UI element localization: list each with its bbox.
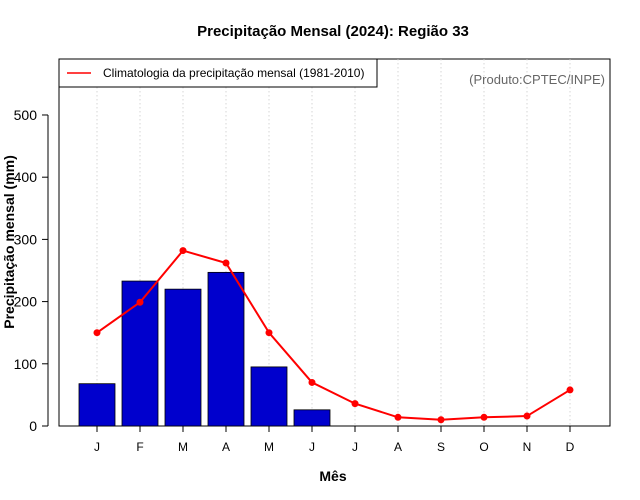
bar-2 <box>164 288 202 427</box>
legend-entry-climatology: Climatologia da precipitação mensal (198… <box>103 66 364 80</box>
y-axis: 0 100 200 300 400 500 <box>14 107 49 434</box>
climatology-point-1 <box>136 298 144 306</box>
climatology-point-4 <box>265 329 273 337</box>
climatology-line-layer <box>93 247 574 424</box>
climatology-point-6 <box>351 400 359 408</box>
x-tick-label: A <box>394 440 402 454</box>
bar-4 <box>250 366 288 427</box>
chart-title: Precipitação Mensal (2024): Região 33 <box>197 23 469 40</box>
y-tick-label: 500 <box>14 107 38 123</box>
y-axis-label: Precipitação mensal (mm) <box>1 155 17 329</box>
source-annotation: (Produto:CPTEC/INPE) <box>469 72 605 87</box>
climatology-point-0 <box>93 329 101 337</box>
bar-5 <box>293 409 331 427</box>
climatology-point-9 <box>480 413 488 421</box>
climatology-line <box>96 249 571 421</box>
x-tick-label: D <box>566 440 575 454</box>
x-tick-label: J <box>309 440 315 454</box>
x-tick-label: M <box>264 440 274 454</box>
grid-layer <box>96 59 571 426</box>
bar-3 <box>207 271 245 427</box>
x-tick-label: N <box>523 440 532 454</box>
climatology-point-5 <box>308 378 316 386</box>
climatology-point-2 <box>179 247 187 255</box>
y-tick-label: 100 <box>14 356 38 372</box>
x-tick-label: J <box>352 440 358 454</box>
y-tick-label: 400 <box>14 169 38 185</box>
climatology-point-3 <box>222 259 230 267</box>
climatology-point-8 <box>437 416 445 424</box>
x-tick-label: J <box>94 440 100 454</box>
y-tick-label: 200 <box>14 294 38 310</box>
y-tick-label: 300 <box>14 231 38 247</box>
x-axis-label: Mês <box>319 468 346 484</box>
climatology-point-11 <box>566 386 574 394</box>
bar-0 <box>78 383 116 427</box>
x-tick-label: M <box>178 440 188 454</box>
climatology-point-10 <box>523 412 531 420</box>
bars-layer <box>78 271 331 427</box>
y-tick-label: 0 <box>29 418 37 434</box>
legend: Climatologia da precipitação mensal (198… <box>58 58 378 88</box>
x-tick-label: O <box>479 440 488 454</box>
climatology-point-7 <box>394 413 402 421</box>
legend-box <box>58 58 378 88</box>
x-tick-label: A <box>222 440 230 454</box>
x-tick-label: S <box>437 440 445 454</box>
x-tick-label: F <box>136 440 143 454</box>
